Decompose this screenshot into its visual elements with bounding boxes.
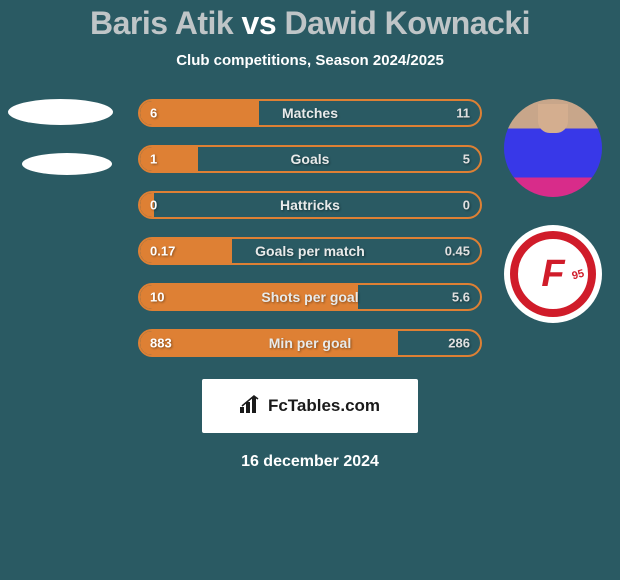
club-logo: F 95 (504, 225, 602, 323)
player2-name: Dawid Kownacki (285, 5, 531, 41)
date-text: 16 december 2024 (0, 453, 620, 471)
player-neck-shape (538, 104, 567, 133)
player-photo (504, 99, 602, 197)
left-decor (8, 99, 113, 175)
stat-label: Shots per goal (140, 289, 480, 305)
stat-label: Hattricks (140, 197, 480, 213)
ellipse-shape-2 (22, 153, 112, 175)
ellipse-shape-1 (8, 99, 113, 125)
right-images: F 95 (504, 99, 602, 323)
subtitle: Club competitions, Season 2024/2025 (0, 52, 620, 69)
stat-bar-row: 0.170.45Goals per match (138, 237, 482, 265)
stat-label: Goals per match (140, 243, 480, 259)
infographic-container: Baris Atik vs Dawid Kownacki Club compet… (0, 0, 620, 580)
stat-bar-row: 105.6Shots per goal (138, 283, 482, 311)
stat-bar-row: 883286Min per goal (138, 329, 482, 357)
stat-bar-row: 15Goals (138, 145, 482, 173)
vs-text: vs (242, 5, 277, 41)
fctables-icon (240, 395, 262, 418)
stat-bar-row: 611Matches (138, 99, 482, 127)
fctables-text: FcTables.com (268, 396, 380, 416)
stat-label: Min per goal (140, 335, 480, 351)
fctables-badge: FcTables.com (202, 379, 418, 433)
comparison-title: Baris Atik vs Dawid Kownacki (0, 5, 620, 42)
club-letter: F (541, 255, 564, 293)
stat-label: Matches (140, 105, 480, 121)
stat-bar-row: 00Hattricks (138, 191, 482, 219)
stat-label: Goals (140, 151, 480, 167)
stats-area: 611Matches 15Goals 00Hattricks 0.170.45Goal… (0, 99, 620, 369)
stat-bars: 611Matches 15Goals 00Hattricks 0.170.45Goal… (138, 99, 482, 375)
player1-name: Baris Atik (90, 5, 233, 41)
